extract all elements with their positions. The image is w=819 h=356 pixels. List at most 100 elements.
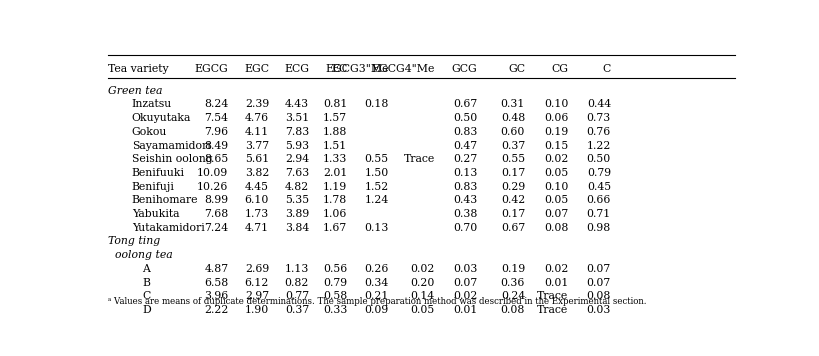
Text: 0.19: 0.19	[544, 127, 568, 137]
Text: 0.56: 0.56	[323, 264, 346, 274]
Text: 0.13: 0.13	[364, 223, 388, 233]
Text: 0.07: 0.07	[586, 264, 610, 274]
Text: 7.96: 7.96	[204, 127, 228, 137]
Text: 0.83: 0.83	[453, 182, 477, 192]
Text: Trace: Trace	[536, 305, 568, 315]
Text: 1.67: 1.67	[323, 223, 346, 233]
Text: 0.19: 0.19	[500, 264, 524, 274]
Text: 0.44: 0.44	[586, 99, 610, 109]
Text: 0.01: 0.01	[543, 278, 568, 288]
Text: 0.20: 0.20	[410, 278, 434, 288]
Text: 0.08: 0.08	[543, 223, 568, 233]
Text: 0.26: 0.26	[364, 264, 388, 274]
Text: 4.82: 4.82	[284, 182, 309, 192]
Text: 1.90: 1.90	[244, 305, 269, 315]
Text: Tong ting: Tong ting	[107, 236, 160, 246]
Text: 0.31: 0.31	[500, 99, 524, 109]
Text: 0.15: 0.15	[544, 141, 568, 151]
Text: 6.12: 6.12	[244, 278, 269, 288]
Text: Seishin oolong: Seishin oolong	[132, 154, 212, 164]
Text: 0.05: 0.05	[544, 195, 568, 205]
Text: 0.81: 0.81	[323, 99, 346, 109]
Text: GC: GC	[508, 64, 524, 74]
Text: 0.67: 0.67	[453, 99, 477, 109]
Text: D: D	[143, 305, 151, 315]
Text: EGCG4"Me: EGCG4"Me	[371, 64, 434, 74]
Text: 0.14: 0.14	[410, 291, 434, 301]
Text: 3.89: 3.89	[284, 209, 309, 219]
Text: 1.51: 1.51	[323, 141, 346, 151]
Text: 0.79: 0.79	[323, 278, 346, 288]
Text: 0.09: 0.09	[364, 305, 388, 315]
Text: 8.49: 8.49	[204, 141, 228, 151]
Text: GCG: GCG	[451, 64, 477, 74]
Text: 0.06: 0.06	[543, 113, 568, 123]
Text: 2.01: 2.01	[323, 168, 346, 178]
Text: 0.21: 0.21	[364, 291, 388, 301]
Text: 4.76: 4.76	[245, 113, 269, 123]
Text: 0.73: 0.73	[586, 113, 610, 123]
Text: 3.96: 3.96	[204, 291, 228, 301]
Text: 0.27: 0.27	[453, 154, 477, 164]
Text: EGCG3"Me: EGCG3"Me	[324, 64, 388, 74]
Text: EGCG: EGCG	[194, 64, 228, 74]
Text: Benifuuki: Benifuuki	[132, 168, 184, 178]
Text: EC: EC	[331, 64, 346, 74]
Text: 0.45: 0.45	[586, 182, 610, 192]
Text: 1.13: 1.13	[284, 264, 309, 274]
Text: 10.09: 10.09	[197, 168, 228, 178]
Text: 0.34: 0.34	[364, 278, 388, 288]
Text: 6.58: 6.58	[204, 278, 228, 288]
Text: CG: CG	[550, 64, 568, 74]
Text: Yabukita: Yabukita	[132, 209, 179, 219]
Text: 0.10: 0.10	[543, 182, 568, 192]
Text: ᵃ Values are means of duplicate determinations. The sample preparation method wa: ᵃ Values are means of duplicate determin…	[107, 297, 645, 306]
Text: B: B	[143, 278, 150, 288]
Text: Gokou: Gokou	[132, 127, 167, 137]
Text: 5.35: 5.35	[284, 195, 309, 205]
Text: 0.18: 0.18	[364, 99, 388, 109]
Text: 7.54: 7.54	[204, 113, 228, 123]
Text: 0.82: 0.82	[284, 278, 309, 288]
Text: 0.55: 0.55	[500, 154, 524, 164]
Text: 0.07: 0.07	[544, 209, 568, 219]
Text: Trace: Trace	[403, 154, 434, 164]
Text: 1.33: 1.33	[323, 154, 346, 164]
Text: 2.94: 2.94	[284, 154, 309, 164]
Text: 0.24: 0.24	[500, 291, 524, 301]
Text: 0.07: 0.07	[586, 278, 610, 288]
Text: 1.88: 1.88	[323, 127, 346, 137]
Text: 1.06: 1.06	[323, 209, 346, 219]
Text: 8.65: 8.65	[204, 154, 228, 164]
Text: 4.11: 4.11	[244, 127, 269, 137]
Text: 1.78: 1.78	[323, 195, 346, 205]
Text: 4.45: 4.45	[245, 182, 269, 192]
Text: 0.60: 0.60	[500, 127, 524, 137]
Text: 8.99: 8.99	[204, 195, 228, 205]
Text: Inzatsu: Inzatsu	[132, 99, 172, 109]
Text: 0.05: 0.05	[410, 305, 434, 315]
Text: 3.77: 3.77	[245, 141, 269, 151]
Text: 0.17: 0.17	[500, 168, 524, 178]
Text: Okuyutaka: Okuyutaka	[132, 113, 191, 123]
Text: 1.24: 1.24	[364, 195, 388, 205]
Text: 10.26: 10.26	[197, 182, 228, 192]
Text: 0.37: 0.37	[284, 305, 309, 315]
Text: ECG: ECG	[283, 64, 309, 74]
Text: 2.39: 2.39	[244, 99, 269, 109]
Text: 0.03: 0.03	[453, 264, 477, 274]
Text: 5.61: 5.61	[244, 154, 269, 164]
Text: 7.68: 7.68	[204, 209, 228, 219]
Text: C: C	[143, 291, 151, 301]
Text: EGC: EGC	[244, 64, 269, 74]
Text: Tea variety: Tea variety	[107, 64, 168, 74]
Text: 3.84: 3.84	[284, 223, 309, 233]
Text: 1.50: 1.50	[364, 168, 388, 178]
Text: 2.69: 2.69	[244, 264, 269, 274]
Text: Trace: Trace	[536, 291, 568, 301]
Text: 6.10: 6.10	[244, 195, 269, 205]
Text: 4.43: 4.43	[284, 99, 309, 109]
Text: Yutakamidori: Yutakamidori	[132, 223, 204, 233]
Text: 0.66: 0.66	[586, 195, 610, 205]
Text: 0.50: 0.50	[586, 154, 610, 164]
